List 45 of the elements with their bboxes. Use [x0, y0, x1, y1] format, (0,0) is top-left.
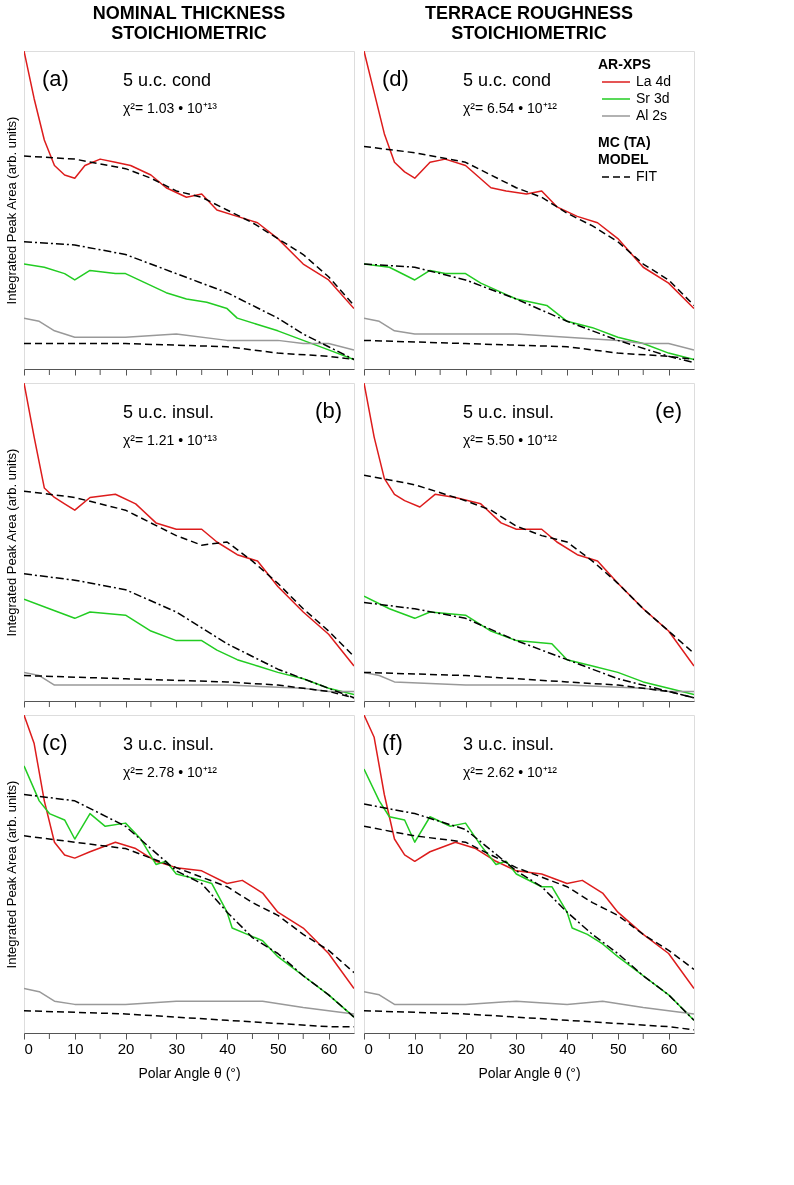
annotation: χ²= 6.54 • 10⁺¹²	[463, 100, 558, 116]
chart-title: NOMINAL THICKNESS STOICHIOMETRIC	[92, 3, 286, 43]
x-axis-title: Polar Angle θ (°)	[478, 1064, 581, 1081]
x-tick-label: 30	[168, 1039, 186, 1057]
annotation: χ²= 1.03 • 10⁺¹³	[123, 100, 218, 116]
x-tick-label: 0	[364, 1039, 373, 1057]
annotation: 5 u.c. insul.	[463, 402, 555, 422]
annotation: 5 u.c. cond	[463, 70, 552, 90]
x-tick-label: 60	[320, 1039, 338, 1057]
x-tick-label: 40	[219, 1039, 236, 1057]
x-tick-label: 60	[660, 1039, 678, 1057]
annotation: 3 u.c. insul.	[463, 734, 555, 754]
x-tick-label: 50	[610, 1039, 627, 1057]
annotation: (b)	[315, 398, 342, 423]
annotation: (c)	[42, 730, 68, 755]
y-axis-title: Integrated Peak Area (arb. units)	[3, 116, 19, 305]
annotation: χ²= 2.78 • 10⁺¹²	[123, 764, 218, 780]
annotation: (d)	[382, 66, 409, 91]
annotation: χ²= 2.62 • 10⁺¹²	[463, 764, 558, 780]
annotation: χ²= 1.21 • 10⁺¹³	[123, 432, 218, 448]
x-tick-label: 20	[457, 1039, 475, 1057]
legend-label: La 4d	[636, 73, 672, 89]
x-tick-label: 40	[559, 1039, 576, 1057]
x-axis-title: Polar Angle θ (°)	[138, 1064, 241, 1081]
x-tick-label: 30	[508, 1039, 526, 1057]
y-axis-title: Integrated Peak Area (arb. units)	[3, 780, 19, 969]
x-tick-label: 10	[66, 1039, 84, 1057]
annotation: MC (TA) MODEL	[598, 134, 651, 167]
annotation: 3 u.c. insul.	[123, 734, 215, 754]
x-tick-label: 0	[24, 1039, 33, 1057]
legend-label: FIT	[636, 168, 658, 184]
annotation: (f)	[382, 730, 403, 755]
annotation: 5 u.c. insul.	[123, 402, 215, 422]
legend-label: Sr 3d	[636, 90, 670, 106]
annotation: 5 u.c. cond	[123, 70, 212, 90]
legend-title: AR-XPS	[598, 56, 651, 72]
x-tick-label: 50	[270, 1039, 287, 1057]
chart-title: TERRACE ROUGHNESS STOICHIOMETRIC	[424, 3, 634, 43]
annotation: (a)	[42, 66, 69, 91]
x-tick-label: 10	[406, 1039, 424, 1057]
annotation: (e)	[655, 398, 682, 423]
x-tick-label: 20	[117, 1039, 135, 1057]
y-axis-title: Integrated Peak Area (arb. units)	[3, 448, 19, 637]
annotation: χ²= 5.50 • 10⁺¹²	[463, 432, 558, 448]
legend-label: Al 2s	[636, 107, 668, 123]
